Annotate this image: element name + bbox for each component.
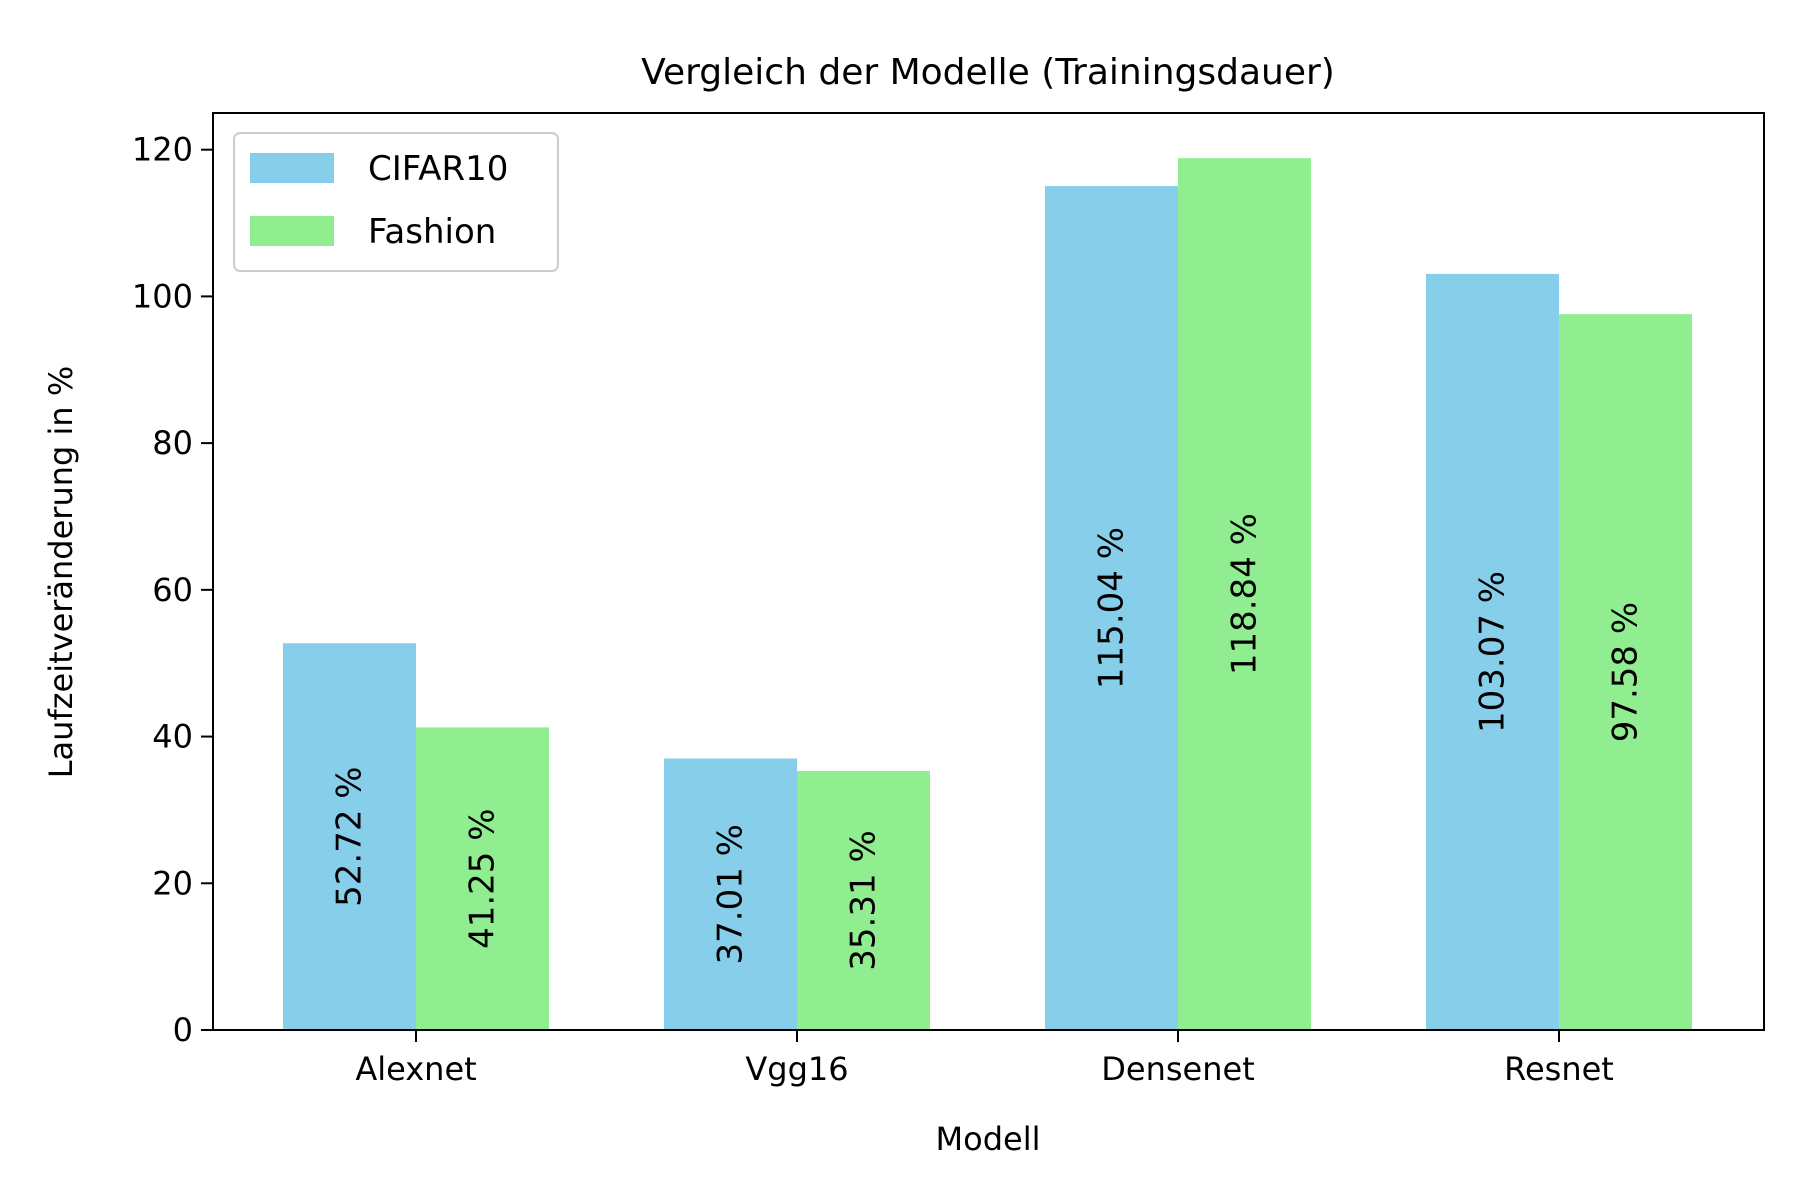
bar-alexnet-cifar10 [283,643,416,1030]
bar-alexnet-fashion [416,727,549,1030]
y-tick-label: 100 [132,277,193,315]
y-tick-label: 40 [152,718,193,756]
legend-label-cifar10: CIFAR10 [368,149,508,189]
x-tick-label: Alexnet [355,1050,476,1088]
x-axis: Alexnet Vgg16 Densenet Resnet [355,1030,1614,1088]
y-tick-label: 0 [173,1011,193,1049]
bar-label-vgg16-cifar10: 37.01 % [711,824,751,964]
bar-label-resnet-fashion: 97.58 % [1606,602,1646,742]
bar-densenet-fashion [1178,158,1311,1030]
plot-frame [212,112,1765,1031]
bar-labels-layer: 52.72 % 37.01 % 115.04 % 103.07 % 41.25 % 35.… [330,513,1646,971]
bar-label-resnet-cifar10: 103.07 % [1473,571,1513,733]
bar-label-densenet-cifar10: 115.04 % [1092,527,1132,689]
bar-vgg16-cifar10 [664,758,797,1030]
x-axis-label: Modell [936,1120,1041,1158]
bar-label-vgg16-fashion: 35.31 % [844,830,884,970]
bar-vgg16-fashion [797,770,930,1030]
legend: CIFAR10 Fashion [233,132,559,272]
bar-resnet-cifar10 [1426,273,1559,1030]
bars-layer [283,158,1692,1031]
chart-title: Vergleich der Modelle (Trainingsdauer) [641,52,1335,93]
x-tick-label: Vgg16 [745,1050,848,1088]
y-axis: 0 20 40 60 80 100 120 [132,131,213,1049]
legend-swatch-cifar10 [250,153,334,183]
legend-swatch-fashion [250,216,334,246]
y-tick-label: 120 [132,131,193,169]
y-tick-label: 80 [152,424,193,462]
y-tick-label: 20 [152,864,193,902]
y-tick-label: 60 [152,571,193,609]
x-tick-label: Resnet [1504,1050,1614,1088]
bar-label-densenet-fashion: 118.84 % [1225,513,1265,675]
x-tick-label: Densenet [1101,1050,1254,1088]
bar-densenet-cifar10 [1045,186,1178,1031]
bar-label-alexnet-cifar10: 52.72 % [330,766,370,906]
bar-label-alexnet-fashion: 41.25 % [463,808,503,948]
bar-resnet-fashion [1559,314,1692,1031]
legend-label-fashion: Fashion [368,212,496,252]
y-axis-label: Laufzeitveränderung in % [42,366,80,779]
